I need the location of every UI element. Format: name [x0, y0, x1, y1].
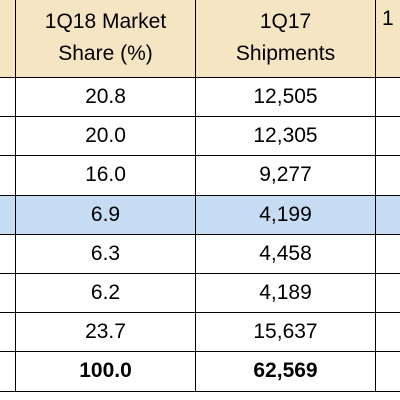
- table-cell: 4,458: [195, 233, 376, 274]
- table-cell: [375, 312, 400, 353]
- table-cell: [0, 273, 16, 314]
- header-text: 1Q17: [259, 10, 312, 33]
- table-cell: 20.8: [15, 77, 196, 118]
- table-cell: [375, 77, 400, 118]
- table-cell: [375, 273, 400, 314]
- table-cell: 12,305: [195, 116, 376, 157]
- header-cell: [0, 0, 16, 78]
- cell-text: 6.9: [90, 202, 121, 226]
- table-cell: 6.2: [15, 273, 196, 314]
- cell-text: 4,458: [259, 241, 312, 265]
- header-cell: 1Q18 Market Share (%): [15, 0, 196, 78]
- table-cell: 20.0: [15, 116, 196, 157]
- cell-text: 9,277: [259, 163, 312, 187]
- table-cell: 62,569: [195, 351, 376, 392]
- table-cell: 23.7: [15, 312, 196, 353]
- table-cell: [0, 155, 16, 196]
- table-cell: 12,505: [195, 77, 376, 118]
- table-cell: 9,277: [195, 155, 376, 196]
- table-cell: [375, 351, 400, 392]
- header-text: 1: [382, 7, 394, 30]
- cell-text: 6.2: [90, 281, 121, 305]
- table-cell: [375, 194, 400, 235]
- cell-text: 20.0: [85, 124, 126, 148]
- cell-text: 12,505: [253, 85, 318, 109]
- header-cell: 1: [375, 0, 400, 78]
- cell-text: 15,637: [253, 320, 318, 344]
- table-cell: 100.0: [15, 351, 196, 392]
- cell-text: 100.0: [79, 359, 132, 383]
- table-cell: 4,189: [195, 273, 376, 314]
- table-cell: 6.3: [15, 233, 196, 274]
- header-cell: 1Q17 Shipments: [195, 0, 376, 78]
- table-cell: 16.0: [15, 155, 196, 196]
- table-cell: [375, 155, 400, 196]
- header-text: Share (%): [58, 42, 153, 65]
- header-text: Shipments: [235, 42, 336, 65]
- cell-text: 12,305: [253, 124, 318, 148]
- cell-text: 62,569: [253, 359, 318, 383]
- cell-text: 4,189: [259, 281, 312, 305]
- table-cell: 15,637: [195, 312, 376, 353]
- header-text: 1Q18 Market: [44, 10, 167, 33]
- table-cell: [0, 312, 16, 353]
- cell-text: 4,199: [259, 202, 312, 226]
- table-cell: [0, 116, 16, 157]
- table-cell: [0, 194, 16, 235]
- table-cell: [375, 116, 400, 157]
- table-cell: [0, 351, 16, 392]
- table-cell: 6.9: [15, 194, 196, 235]
- table-cell: 4,199: [195, 194, 376, 235]
- table-cell: [375, 233, 400, 274]
- table-cell: [0, 233, 16, 274]
- table-cell: [0, 77, 16, 118]
- cell-text: 20.8: [85, 85, 126, 109]
- cell-text: 23.7: [85, 320, 126, 344]
- cell-text: 16.0: [85, 163, 126, 187]
- cell-text: 6.3: [90, 241, 121, 265]
